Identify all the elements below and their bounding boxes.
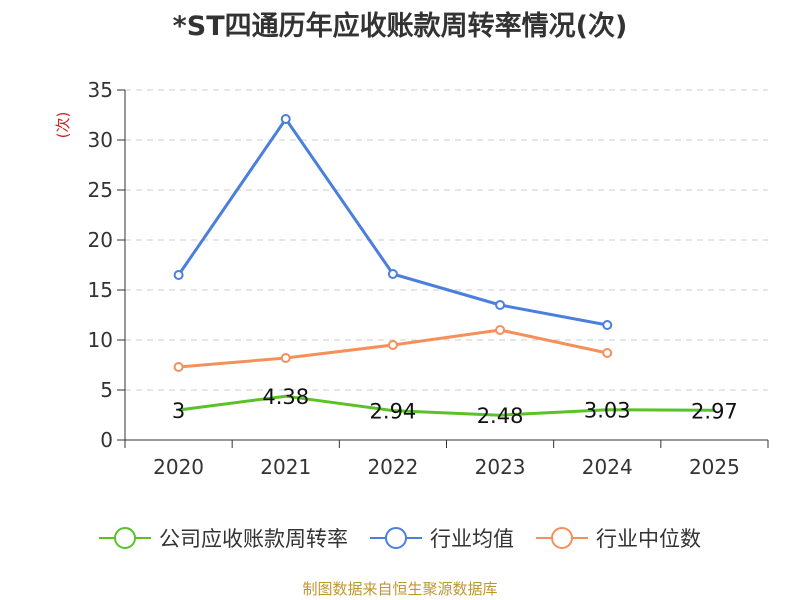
legend-line-marker-icon	[370, 527, 422, 549]
series-line-0	[178, 394, 715, 417]
data-labels: 3 4.38 2.94 2.48 3.03 2.97	[172, 385, 738, 428]
legend-item[interactable]: 行业中位数	[536, 523, 701, 553]
x-tick-label: 2024	[582, 455, 633, 479]
legend: 公司应收账款周转率 行业均值 行业中位数	[0, 518, 800, 558]
series-lines	[173, 114, 715, 417]
series-line-1	[177, 117, 608, 327]
x-tick-label: 2022	[367, 455, 418, 479]
y-tick-label: 25	[88, 178, 113, 202]
grid-lines	[125, 89, 768, 391]
data-label: 4.38	[262, 385, 309, 409]
data-point	[495, 325, 506, 335]
data-point	[602, 348, 613, 358]
y-tick-label: 0	[100, 428, 113, 452]
x-tick-label: 2021	[260, 455, 311, 479]
x-tick-label: 2023	[475, 455, 526, 479]
data-point	[173, 270, 184, 280]
y-tick-label: 30	[88, 128, 113, 152]
y-tick-label: 35	[88, 78, 113, 102]
legend-label: 行业均值	[430, 527, 514, 551]
legend-item[interactable]: 行业均值	[370, 523, 514, 553]
y-axis-label: (次)	[54, 112, 72, 139]
data-point	[173, 362, 184, 372]
data-label: 2.94	[370, 400, 417, 424]
data-label: 2.97	[691, 399, 738, 423]
data-point	[602, 320, 613, 330]
y-tick-label: 15	[88, 278, 113, 302]
y-tick-label: 20	[88, 228, 113, 252]
data-point	[387, 340, 398, 350]
x-tick-label: 2025	[689, 455, 740, 479]
chart-title: *ST四通历年应收账款周转率情况(次)	[172, 11, 628, 42]
data-point	[280, 114, 291, 124]
data-point	[495, 300, 506, 310]
legend-line-marker-icon	[536, 527, 588, 549]
data-point	[280, 353, 291, 363]
x-tick-label: 2020	[153, 455, 204, 479]
legend-label: 公司应收账款周转率	[159, 527, 348, 551]
legend-line-marker-icon	[99, 527, 151, 549]
data-label: 2.48	[477, 404, 524, 428]
data-point	[387, 269, 398, 279]
y-tick-label: 10	[88, 328, 113, 352]
legend-item[interactable]: 公司应收账款周转率	[99, 523, 348, 553]
source-note: 制图数据来自恒生聚源数据库	[302, 580, 498, 598]
legend-label: 行业中位数	[596, 527, 701, 551]
y-tick-label: 5	[100, 378, 113, 402]
data-label: 3	[172, 399, 185, 423]
data-label: 3.03	[584, 399, 631, 423]
